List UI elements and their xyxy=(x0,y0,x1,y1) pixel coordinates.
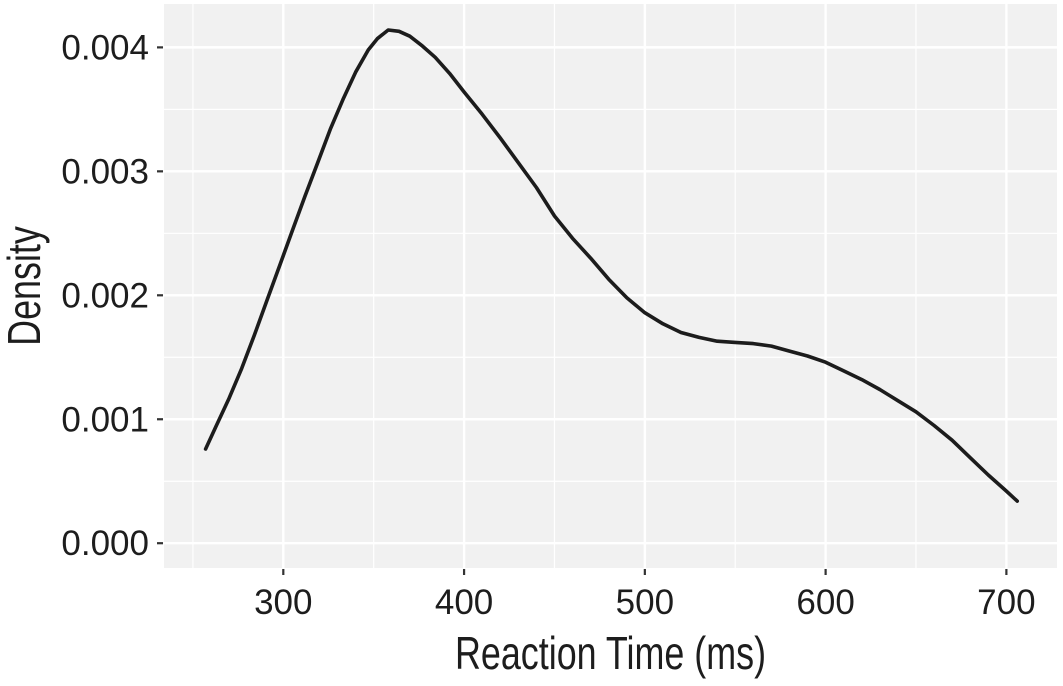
x-axis-tick-label: 500 xyxy=(616,583,674,622)
y-axis-title: Density xyxy=(0,226,50,346)
panel-background xyxy=(164,4,1057,568)
y-axis-tick-label: 0.000 xyxy=(61,524,149,563)
x-axis-tick-label: 300 xyxy=(254,583,312,622)
y-axis-tick-label: 0.001 xyxy=(61,400,149,439)
x-axis-tick-label: 400 xyxy=(435,583,493,622)
density-curve xyxy=(203,28,1019,503)
y-axis-tick-label: 0.002 xyxy=(61,276,149,315)
x-axis-tick-label: 600 xyxy=(796,583,854,622)
y-axis-tick-label: 0.004 xyxy=(61,28,149,67)
y-axis-tick-label: 0.003 xyxy=(61,152,149,191)
x-axis-tick-label: 700 xyxy=(977,583,1035,622)
x-axis-title: Reaction Time (ms) xyxy=(454,627,767,679)
